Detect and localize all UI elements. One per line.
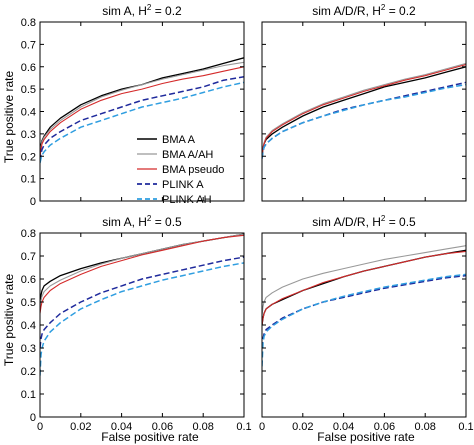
panel-title-main: sim A/D/R, H	[312, 4, 381, 18]
series-group	[262, 62, 466, 159]
series-line-bma-pseudo	[262, 250, 466, 326]
panel-4: sim A/D/R, H2 = 0.5 0 0.02 0.04 0.06 0.08 0.1	[259, 214, 474, 433]
figure-x-label: False positive rate	[101, 430, 199, 444]
x-tick-label: 0.06	[374, 421, 395, 433]
series-line-bma-a-ah	[40, 61, 244, 157]
legend-entry: PLINK AH	[162, 194, 212, 206]
panels-group: sim A, H2 = 0.200.10.20.30.40.50.60.70.8…	[21, 3, 474, 433]
panel-title-tail: = 0.5	[151, 215, 182, 229]
figure-y-label-lower: True positive rate	[2, 274, 16, 367]
figure-y-label: True positive rate	[2, 71, 16, 164]
panel-3: sim A, H2 = 0.5 0 0.1 0.2 0.3 0.4 0.5 0.6 0.7 0.8…	[21, 214, 252, 433]
panel-title-main: sim A, H	[102, 4, 147, 18]
series-line-plink-a	[40, 76, 244, 161]
y-tick-label: 0.4	[21, 320, 36, 332]
y-tick-label: 0.8	[21, 228, 36, 240]
y-tick-label: 0.5	[21, 297, 36, 309]
y-tick-label: 0.1	[21, 389, 36, 401]
x-tick-label: 0.08	[414, 421, 435, 433]
panel-2: sim A/D/R, H2 = 0.2	[261, 3, 467, 202]
series-line-plink-ah	[40, 262, 244, 376]
series-line-bma-a-ah	[262, 245, 466, 316]
legend-entry: PLINK A	[162, 179, 204, 191]
legend-entry: BMA A/AH	[162, 149, 213, 161]
x-tick-label: 0	[259, 421, 265, 433]
x-tick-label: 0.08	[192, 421, 213, 433]
x-tick-label: 0.1	[236, 421, 251, 433]
panel-1: sim A, H2 = 0.2 0 0.1 0.2 0.3 0.4 0.5 0.6 0.7 0.8…	[21, 3, 245, 208]
panel-title-main: sim A, H	[102, 215, 147, 229]
panel-title-superscript: 2	[147, 214, 152, 223]
panel-title-main: sim A/D/R, H	[312, 215, 381, 229]
y-tick-label: 0.7	[21, 39, 36, 51]
series-line-plink-ah	[40, 81, 244, 164]
panel-title-superscript: 2	[147, 3, 152, 12]
panel-title: sim A/D/R, H2 = 0.2	[312, 3, 416, 18]
y-tick-label: 0.6	[21, 274, 36, 286]
panel-title-superscript: 2	[381, 214, 386, 223]
series-line-bma-pseudo	[40, 66, 244, 157]
series-line-plink-ah	[262, 83, 466, 159]
x-tick-label: 0	[37, 421, 43, 433]
series-group	[40, 233, 244, 376]
x-tick-label: 0.04	[333, 421, 354, 433]
series-group	[40, 57, 244, 164]
panel-title-tail: = 0.5	[385, 215, 416, 229]
x-tick-label: 0.02	[292, 421, 313, 433]
legend-entry: BMA pseudo	[162, 164, 224, 176]
x-tick-label: 0.06	[152, 421, 173, 433]
series-line-bma-pseudo	[262, 63, 466, 157]
panel-title: sim A/D/R, H2 = 0.5	[312, 214, 416, 229]
x-tick-label: 0.1	[458, 421, 473, 433]
panel-title: sim A, H2 = 0.2	[102, 3, 182, 18]
y-tick-label: 0.2	[21, 151, 36, 163]
y-tick-label: 0	[30, 412, 36, 424]
y-tick-label: 0.3	[21, 129, 36, 141]
series-group	[262, 245, 466, 367]
y-tick-label: 0.1	[21, 174, 36, 186]
x-tick-label: 0.04	[111, 421, 132, 433]
legend-entry: BMA A	[162, 134, 196, 146]
y-tick-label: 0	[30, 196, 36, 208]
panel-title-superscript: 2	[381, 3, 386, 12]
figure-x-label-right: False positive rate	[317, 430, 415, 444]
legend: BMA A BMA A/AH BMA pseudo PLINK A PLINK AH	[137, 134, 224, 206]
y-tick-label: 0.4	[21, 107, 36, 119]
y-tick-label: 0.7	[21, 251, 36, 263]
x-tick-label: 0.02	[70, 421, 91, 433]
y-tick-label: 0.8	[21, 17, 36, 29]
panel-title: sim A, H2 = 0.5	[102, 214, 182, 229]
y-tick-label: 0.3	[21, 343, 36, 355]
series-line-bma-pseudo	[40, 234, 244, 314]
panel-title-tail: = 0.2	[385, 4, 416, 18]
panel-title-tail: = 0.2	[151, 4, 182, 18]
y-tick-label: 0.6	[21, 62, 36, 74]
y-tick-label: 0.5	[21, 84, 36, 96]
y-tick-label: 0.2	[21, 366, 36, 378]
series-line-plink-ah	[262, 273, 466, 367]
